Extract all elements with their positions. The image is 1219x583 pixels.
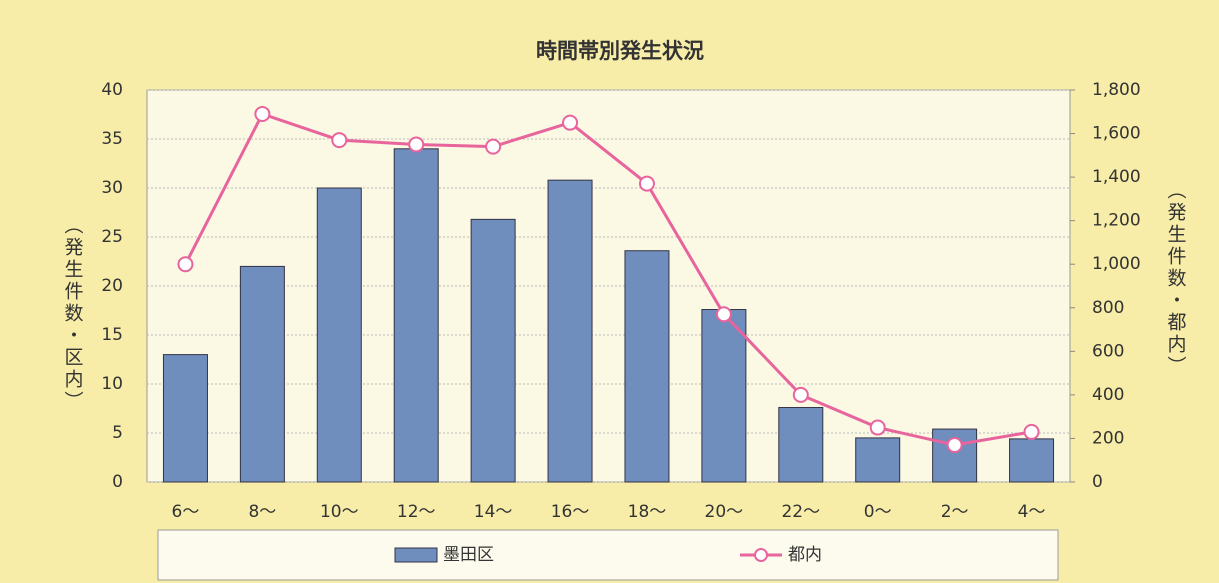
x-tick-label: 10～: [320, 502, 359, 522]
x-tick-label: 12～: [397, 502, 436, 522]
line-marker: [715, 306, 732, 323]
y-tick-label: 5: [112, 423, 123, 443]
y-tick-label: 30: [101, 178, 123, 198]
legend-label: 都内: [788, 545, 822, 565]
bar: [1009, 438, 1055, 483]
x-tick-label: 8～: [248, 502, 276, 522]
x-tick-label: 22～: [781, 502, 820, 522]
chart-title: 時間帯別発生状況: [536, 39, 704, 63]
x-tick-label: 16～: [551, 502, 590, 522]
y2-tick-label: 0: [1092, 472, 1103, 492]
bar: [778, 407, 824, 483]
bar: [239, 265, 285, 483]
bar: [855, 437, 901, 483]
x-tick-label: 6～: [172, 502, 200, 522]
y-tick-label: 20: [101, 276, 123, 296]
line-marker: [408, 136, 425, 153]
y2-tick-label: 1,200: [1092, 211, 1141, 231]
y-tick-label: 0: [112, 472, 123, 492]
x-tick-label: 20～: [705, 502, 744, 522]
y-tick-label: 15: [101, 325, 123, 345]
y2-tick-label: 1,800: [1092, 80, 1141, 100]
y2-tick-label: 800: [1092, 298, 1124, 318]
bar: [393, 148, 439, 483]
x-tick-label: 14～: [474, 502, 513, 522]
bar: [624, 250, 670, 483]
line-marker: [946, 436, 963, 453]
line-marker: [869, 419, 886, 436]
y2-tick-label: 600: [1092, 341, 1124, 361]
bar: [701, 309, 747, 483]
legend-marker: [754, 548, 768, 562]
legend-box: [157, 529, 1059, 581]
y2-tick-label: 200: [1092, 428, 1124, 448]
line-marker: [331, 132, 348, 149]
y-axis-label: （発生件数・区内）: [62, 215, 84, 413]
legend-label: 墨田区: [443, 545, 494, 565]
x-tick-label: 2～: [941, 502, 969, 522]
x-tick-label: 4～: [1018, 502, 1046, 522]
line-marker: [254, 105, 271, 122]
line-marker: [1023, 423, 1040, 440]
y2-tick-label: 1,600: [1092, 124, 1141, 144]
y2-tick-label: 1,400: [1092, 167, 1141, 187]
line-marker: [177, 256, 194, 273]
y2-tick-label: 1,000: [1092, 254, 1141, 274]
line-marker: [638, 175, 655, 192]
line-marker: [562, 114, 579, 131]
y-tick-label: 35: [101, 129, 123, 149]
x-tick-label: 18～: [628, 502, 667, 522]
line: [184, 112, 1032, 447]
x-tick-label: 0～: [864, 502, 892, 522]
line-marker: [792, 386, 809, 403]
bar: [316, 187, 362, 483]
y-tick-label: 10: [101, 374, 123, 394]
legend-swatch: [394, 547, 438, 563]
y-tick-label: 40: [101, 80, 123, 100]
bar: [547, 179, 593, 483]
y2-tick-label: 400: [1092, 385, 1124, 405]
bar: [470, 218, 516, 483]
line-marker: [485, 138, 502, 155]
y-tick-label: 25: [101, 227, 123, 247]
bar: [162, 354, 208, 483]
y2-axis-label: （発生件数・都内）: [1165, 180, 1187, 378]
